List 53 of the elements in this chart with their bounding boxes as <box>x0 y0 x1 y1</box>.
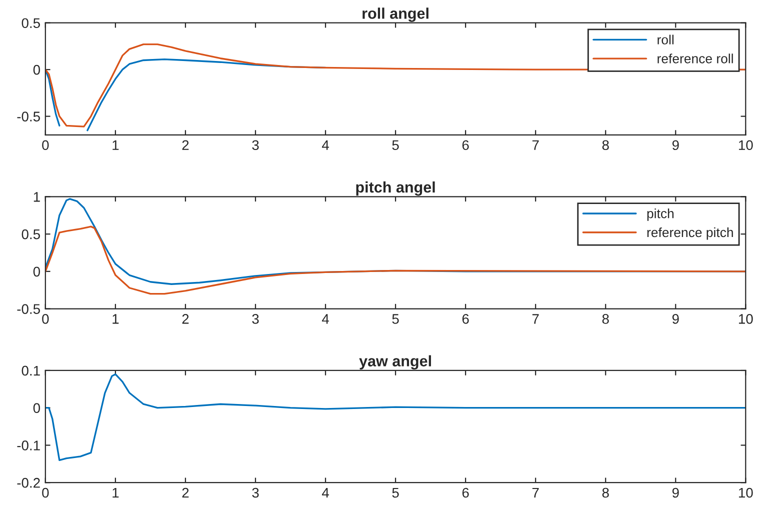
y-tick-label: 1 <box>34 192 40 202</box>
x-tick-label: 0 <box>42 314 49 324</box>
x-tick-label: 7 <box>532 140 539 150</box>
x-tick-label: 6 <box>462 140 469 150</box>
x-tick-label: 5 <box>392 488 399 498</box>
x-tick-label: 1 <box>112 314 119 324</box>
x-tick-label: 0 <box>42 140 49 150</box>
y-tick-label: 0.5 <box>22 229 40 240</box>
y-tick-label: 0 <box>33 403 40 414</box>
x-tick-label: 9 <box>672 140 679 150</box>
x-tick-label: 6 <box>462 488 469 498</box>
y-tick-label: 0 <box>33 266 40 277</box>
x-tick-label: 0 <box>42 488 49 498</box>
x-tick-label: 5 <box>392 140 399 150</box>
chart-title: pitch angel <box>356 181 435 196</box>
x-tick-label: 4 <box>322 140 329 150</box>
x-tick-label: 6 <box>462 314 469 324</box>
x-tick-label: 2 <box>182 314 189 324</box>
legend-label: reference pitch <box>647 227 733 240</box>
x-tick-label: 10 <box>738 140 753 150</box>
line-series <box>45 373 746 462</box>
x-tick-label: 8 <box>602 314 609 324</box>
x-tick-label: 10 <box>738 314 753 324</box>
x-tick-label: 3 <box>252 140 259 150</box>
chart-title: roll angel <box>362 8 428 22</box>
y-tick-label: -0.2 <box>17 478 40 488</box>
x-tick-label: 1 <box>112 140 119 150</box>
x-tick-label: 3 <box>252 488 259 498</box>
y-tick-label: 0 <box>33 64 40 75</box>
x-tick-label: 8 <box>602 140 609 150</box>
x-tick-label: 8 <box>602 488 609 498</box>
chart-title: yaw angel <box>359 355 431 370</box>
x-tick-label: 4 <box>322 314 329 324</box>
x-tick-label: 10 <box>738 488 753 498</box>
x-tick-label: 7 <box>532 488 539 498</box>
y-tick-label: -0.5 <box>17 304 40 314</box>
x-tick-label: 1 <box>112 488 119 498</box>
legend-label: roll <box>658 34 674 44</box>
line-series <box>45 226 746 295</box>
x-tick-label: 5 <box>392 314 399 324</box>
legend-label: reference roll <box>658 54 733 64</box>
x-tick-label: 2 <box>182 488 189 498</box>
y-tick-label: -0.1 <box>17 440 40 450</box>
x-tick-label: 7 <box>532 314 539 324</box>
x-tick-label: 2 <box>182 140 189 150</box>
x-tick-label: 3 <box>252 314 259 324</box>
y-tick-label: 0.1 <box>22 366 40 376</box>
x-tick-label: 4 <box>322 488 329 498</box>
y-tick-label: 0.5 <box>22 18 40 28</box>
y-tick-label: -0.5 <box>17 112 40 122</box>
x-tick-label: 9 <box>672 314 679 324</box>
legend-label: pitch <box>647 208 674 221</box>
x-tick-label: 9 <box>672 488 679 498</box>
